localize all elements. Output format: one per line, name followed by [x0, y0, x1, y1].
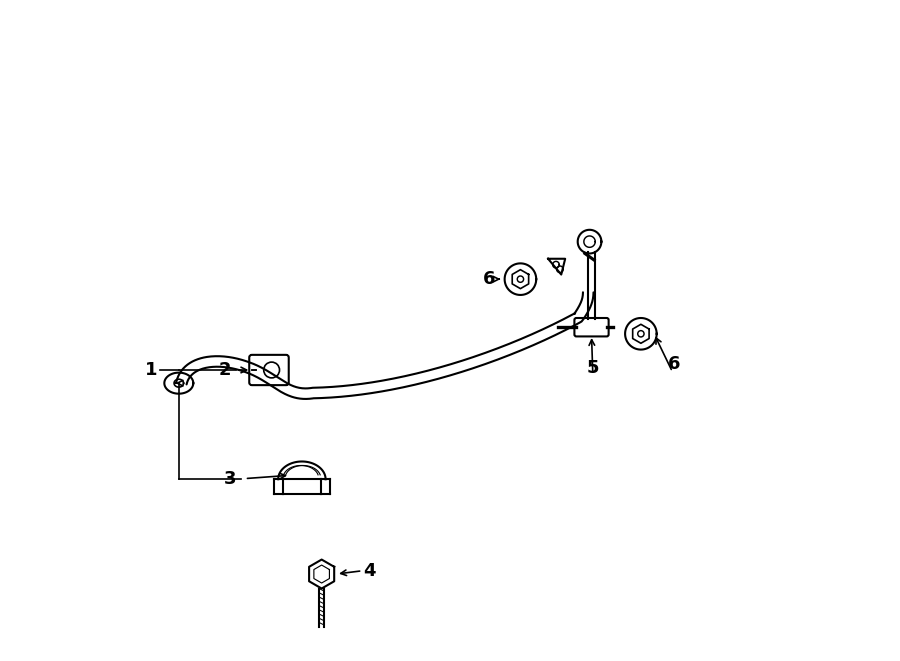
FancyBboxPatch shape	[574, 318, 608, 336]
FancyBboxPatch shape	[249, 355, 289, 385]
Circle shape	[264, 362, 280, 378]
Text: 2: 2	[219, 361, 230, 379]
Text: 1: 1	[145, 361, 158, 379]
Circle shape	[518, 276, 524, 282]
Text: 3: 3	[224, 469, 237, 488]
Text: 5: 5	[587, 358, 599, 377]
Text: 4: 4	[363, 562, 375, 580]
Text: 6: 6	[483, 270, 495, 288]
Circle shape	[638, 330, 644, 337]
Text: 6: 6	[668, 355, 680, 373]
